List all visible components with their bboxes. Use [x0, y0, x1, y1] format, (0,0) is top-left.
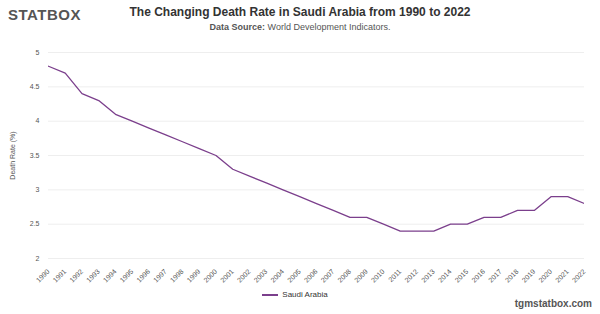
- svg-text:3: 3: [36, 186, 40, 193]
- svg-text:2014: 2014: [437, 268, 453, 284]
- svg-text:2018: 2018: [504, 268, 520, 284]
- svg-text:1996: 1996: [135, 268, 151, 284]
- html-text:Saudi Arabia: Saudi Arabia: [282, 290, 328, 299]
- svg-text:2020: 2020: [537, 268, 553, 284]
- svg-text:1995: 1995: [119, 268, 135, 284]
- svg-text:4.5: 4.5: [30, 83, 40, 90]
- svg-text:2019: 2019: [521, 268, 537, 284]
- svg-text:2004: 2004: [269, 268, 285, 284]
- svg-text:2006: 2006: [303, 268, 319, 284]
- svg-text:2007: 2007: [320, 268, 336, 284]
- html-text:The Changing Death Rate in Sau: The Changing Death Rate in Saudi Arabia …: [129, 5, 471, 19]
- svg-text:2010: 2010: [370, 268, 386, 284]
- svg-text:2017: 2017: [487, 268, 503, 284]
- html-text:Data Source: World Development: Data Source: World Development Indicator…: [209, 22, 391, 32]
- svg-text:2005: 2005: [286, 268, 302, 284]
- svg-text:2016: 2016: [470, 268, 486, 284]
- svg-text:2013: 2013: [420, 268, 436, 284]
- svg-text:5: 5: [36, 49, 40, 56]
- svg-text:2008: 2008: [336, 268, 352, 284]
- svg-text:1994: 1994: [102, 268, 118, 284]
- svg-text:1990: 1990: [35, 268, 51, 284]
- svg-text:2.5: 2.5: [30, 220, 40, 227]
- html-text:tgmstatbox.com: tgmstatbox.com: [514, 298, 592, 309]
- svg-text:2009: 2009: [353, 268, 369, 284]
- svg-text:2022: 2022: [571, 268, 587, 284]
- svg-text:2002: 2002: [236, 268, 252, 284]
- svg-text:2011: 2011: [387, 268, 403, 284]
- svg-text:2003: 2003: [253, 268, 269, 284]
- svg-text:1991: 1991: [52, 268, 68, 284]
- svg-text:2001: 2001: [219, 268, 235, 284]
- svg-text:4: 4: [36, 117, 40, 124]
- svg-text:1999: 1999: [186, 268, 202, 284]
- svg-text:1997: 1997: [152, 268, 168, 284]
- svg-text:1998: 1998: [169, 268, 185, 284]
- svg-text:1993: 1993: [85, 268, 101, 284]
- svg-text:Death Rate (%): Death Rate (%): [9, 131, 17, 179]
- svg-text:2021: 2021: [554, 268, 570, 284]
- svg-text:2: 2: [36, 255, 40, 262]
- svg-text:2012: 2012: [403, 268, 419, 284]
- svg-text:2015: 2015: [454, 268, 470, 284]
- html-text:STATBOX: STATBOX: [8, 6, 81, 23]
- svg-text:2000: 2000: [202, 268, 218, 284]
- svg-text:3.5: 3.5: [30, 152, 40, 159]
- svg-text:1992: 1992: [68, 268, 84, 284]
